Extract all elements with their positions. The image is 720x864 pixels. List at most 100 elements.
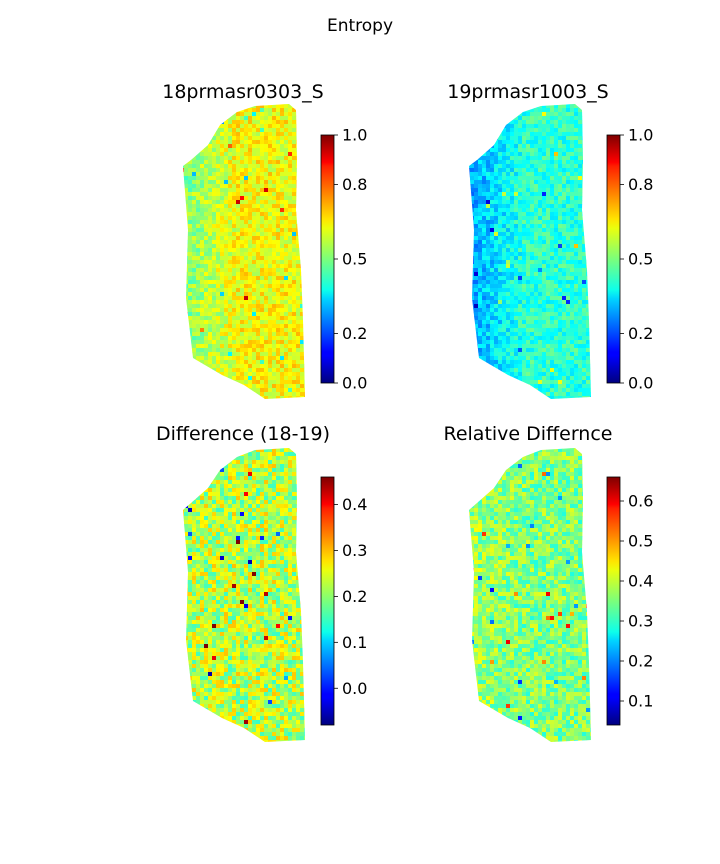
heatmap-cell — [196, 220, 201, 225]
heatmap-cell — [482, 240, 487, 245]
heatmap-cell — [276, 248, 281, 253]
heatmap-cell — [288, 156, 293, 161]
heatmap-cell — [264, 148, 269, 153]
heatmap-cell — [494, 188, 499, 193]
heatmap-cell — [284, 448, 289, 453]
heatmap-cell — [486, 328, 491, 333]
heatmap-cell — [188, 124, 193, 129]
heatmap-cell — [474, 304, 479, 309]
heatmap-cell — [183, 452, 185, 457]
heatmap-cell — [510, 396, 515, 399]
heatmap-cell — [574, 316, 579, 321]
heatmap-cell — [224, 284, 229, 289]
heatmap-cell — [490, 196, 495, 201]
heatmap-cell — [184, 300, 189, 305]
heatmap-cell — [538, 264, 543, 269]
heatmap-cell — [272, 144, 277, 149]
heatmap-cell — [534, 152, 539, 157]
heatmap-cell — [232, 396, 237, 399]
heatmap-cell — [506, 168, 511, 173]
heatmap-cell — [482, 216, 487, 221]
heatmap-cell — [486, 172, 491, 177]
heatmap-cell — [498, 296, 503, 301]
heatmap-cell — [236, 216, 241, 221]
heatmap-cell — [502, 148, 507, 153]
heatmap-cell — [526, 188, 531, 193]
heatmap-cell — [212, 308, 217, 313]
entropy-map-heatmap — [469, 104, 591, 399]
heatmap-cell — [546, 296, 551, 301]
heatmap-cell — [256, 212, 261, 217]
heatmap-cell — [514, 208, 519, 213]
heatmap-cell — [506, 368, 511, 373]
heatmap-cell — [228, 396, 233, 399]
heatmap-cell — [550, 296, 555, 301]
heatmap-cell — [296, 204, 301, 209]
heatmap-cell — [526, 160, 531, 165]
heatmap-cell — [522, 200, 527, 205]
heatmap-cell — [268, 184, 273, 189]
heatmap-cell — [276, 156, 281, 161]
heatmap-cell — [204, 384, 209, 389]
heatmap-cell — [272, 180, 277, 185]
heatmap-cell — [578, 192, 583, 197]
heatmap-cell — [490, 132, 495, 137]
heatmap-cell — [304, 336, 305, 341]
heatmap-cell — [292, 240, 297, 245]
colorbar-tick-label: 0.8 — [628, 175, 653, 194]
heatmap-cell — [244, 124, 249, 129]
heatmap-cell — [558, 284, 563, 289]
heatmap-cell — [474, 232, 479, 237]
heatmap-cell — [200, 124, 205, 129]
heatmap-cell — [216, 356, 221, 361]
heatmap-cell — [550, 200, 555, 205]
heatmap-cell — [558, 212, 563, 217]
heatmap-cell — [546, 172, 551, 177]
heatmap-cell — [188, 388, 193, 393]
heatmap-cell — [244, 292, 249, 297]
heatmap-cell — [542, 276, 547, 281]
heatmap-cell — [188, 164, 193, 169]
heatmap-cell — [260, 360, 265, 365]
heatmap-cell — [208, 352, 213, 357]
heatmap-cell — [590, 388, 591, 393]
heatmap-cell — [280, 360, 285, 365]
heatmap-cell — [510, 224, 515, 229]
heatmap-cell — [236, 356, 241, 361]
heatmap-cell — [280, 388, 285, 393]
heatmap-cell — [236, 276, 241, 281]
heatmap-cell — [566, 176, 571, 181]
heatmap-cell — [510, 220, 515, 225]
heatmap-cell — [550, 372, 555, 377]
heatmap-cell — [486, 272, 491, 277]
heatmap-cell — [204, 448, 209, 453]
heatmap-cell — [188, 204, 193, 209]
heatmap-cell — [232, 332, 237, 337]
heatmap-cell — [514, 328, 519, 333]
heatmap-cell — [228, 224, 233, 229]
heatmap-cell — [268, 180, 273, 185]
heatmap-cell — [526, 104, 531, 109]
heatmap-cell — [530, 160, 535, 165]
heatmap-cell — [288, 108, 293, 113]
heatmap-cell — [220, 244, 225, 249]
heatmap-cell — [268, 388, 273, 393]
heatmap-cell — [582, 176, 587, 181]
heatmap-cell — [200, 112, 205, 117]
heatmap-cell — [566, 348, 571, 353]
heatmap-cell — [522, 348, 527, 353]
heatmap-cell — [578, 112, 583, 117]
heatmap-cell — [264, 120, 269, 125]
heatmap-cell — [288, 212, 293, 217]
heatmap-cell — [502, 184, 507, 189]
heatmap-cell — [562, 108, 567, 113]
heatmap-cell — [550, 348, 555, 353]
heatmap-cell — [478, 256, 483, 261]
heatmap-cell — [260, 132, 265, 137]
heatmap-cell — [590, 176, 591, 181]
heatmap-cell — [236, 372, 241, 377]
heatmap-cell — [554, 372, 559, 377]
heatmap-cell — [522, 340, 527, 345]
heatmap-cell — [196, 352, 201, 357]
heatmap-cell — [260, 204, 265, 209]
